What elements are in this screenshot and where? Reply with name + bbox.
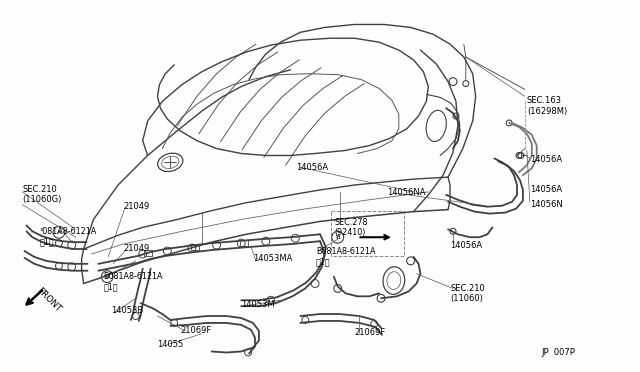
Text: B081A8-6121A
（1）: B081A8-6121A （1） [103, 272, 163, 291]
Text: ³081A8-6121A
（1）: ³081A8-6121A （1） [39, 227, 97, 247]
Text: SEC.163
(16298M): SEC.163 (16298M) [527, 96, 567, 116]
Text: 14056A: 14056A [530, 185, 562, 194]
Text: 21049: 21049 [123, 244, 149, 253]
Bar [240, 240, 248, 246]
Text: SEC.210
(11060G): SEC.210 (11060G) [22, 185, 62, 205]
Text: A: A [56, 230, 61, 235]
Text: 21069F: 21069F [180, 326, 211, 335]
Text: 21049: 21049 [123, 202, 149, 211]
Text: 14053M: 14053M [241, 300, 275, 309]
Text: 14056A: 14056A [450, 241, 482, 250]
Text: 14056N: 14056N [530, 200, 563, 209]
Text: B: B [105, 274, 109, 279]
Text: 14056A: 14056A [296, 163, 328, 172]
Text: SEC.210
(11060): SEC.210 (11060) [450, 283, 484, 303]
Text: 14053B: 14053B [111, 306, 143, 315]
Bar [191, 244, 199, 250]
Bar [143, 250, 152, 256]
Text: SEC.278
(92410): SEC.278 (92410) [335, 218, 368, 237]
Text: JP  007P: JP 007P [541, 347, 575, 356]
Text: FRONT: FRONT [35, 286, 62, 314]
Text: 14056A: 14056A [530, 155, 562, 164]
Text: B: B [335, 235, 340, 240]
Text: B081A8-6121A
（1）: B081A8-6121A （1） [316, 247, 376, 266]
Text: 14053MA: 14053MA [253, 254, 292, 263]
Text: 14055: 14055 [157, 340, 184, 349]
Text: 21069F: 21069F [355, 328, 386, 337]
Text: 14056NA: 14056NA [387, 188, 426, 197]
